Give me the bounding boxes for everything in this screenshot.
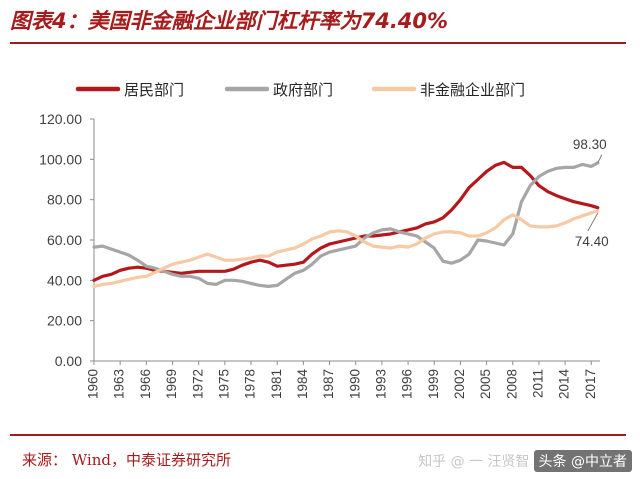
watermark-zhihu: 知乎 @ 一 汪贤智 (418, 454, 530, 470)
series-line-2 (92, 161, 600, 288)
x-tick-label: 1963 (112, 369, 127, 399)
x-tick-label: 2002 (452, 369, 467, 399)
y-tick-label: 100.00 (39, 151, 82, 167)
annotation-label: 74.40 (575, 234, 609, 249)
series-line-1 (92, 160, 600, 282)
x-tick-label: 1978 (243, 369, 258, 399)
x-tick-label: 1993 (373, 369, 388, 399)
annotation-leader (587, 212, 599, 232)
x-tick-label: 2017 (583, 369, 598, 399)
title-rule (10, 42, 626, 44)
x-tick-label: 1984 (295, 369, 310, 400)
x-tick-label: 1975 (216, 369, 231, 399)
watermark: 知乎 @ 一 汪贤智 头条 @中立者 (418, 449, 632, 473)
y-tick-label: 60.00 (47, 232, 82, 248)
x-tick-label: 2005 (478, 369, 493, 399)
y-tick-label: 80.00 (47, 192, 82, 208)
chart-title: 图表4：美国非金融企业部门杠杆率为74.40% (10, 9, 449, 33)
legend-label-1: 居民部门 (124, 81, 184, 99)
x-tick-label: 1990 (347, 369, 362, 399)
x-tick-label: 1996 (400, 369, 415, 399)
x-tick-label: 1987 (321, 369, 336, 399)
x-tick-label: 1969 (164, 369, 179, 399)
y-tick-label: 40.00 (47, 272, 82, 288)
x-tick-label: 1966 (138, 369, 153, 399)
x-tick-label: 1972 (190, 369, 205, 399)
legend-label-3: 非金融企业部门 (420, 81, 525, 99)
watermark-toutiao: 头条 @中立者 (533, 450, 632, 472)
y-tick-label: 0.00 (55, 353, 82, 369)
legend-label-2: 政府部门 (273, 81, 333, 99)
source-note: 来源： Wind，中泰证券研究所 (22, 451, 231, 469)
x-tick-label: 2011 (530, 369, 545, 398)
x-tick-label: 1960 (86, 369, 101, 399)
y-tick-label: 20.00 (47, 313, 82, 329)
series-line-3 (92, 209, 600, 288)
x-tick-label: 1999 (426, 369, 441, 399)
x-tick-label: 2008 (504, 369, 519, 399)
x-tick-label: 2014 (557, 369, 572, 400)
y-tick-label: 120.00 (39, 111, 82, 127)
annotation-label: 98.30 (573, 137, 607, 152)
annotation-leader (597, 154, 603, 163)
x-tick-label: 1981 (269, 369, 284, 399)
source-rule (10, 434, 626, 436)
